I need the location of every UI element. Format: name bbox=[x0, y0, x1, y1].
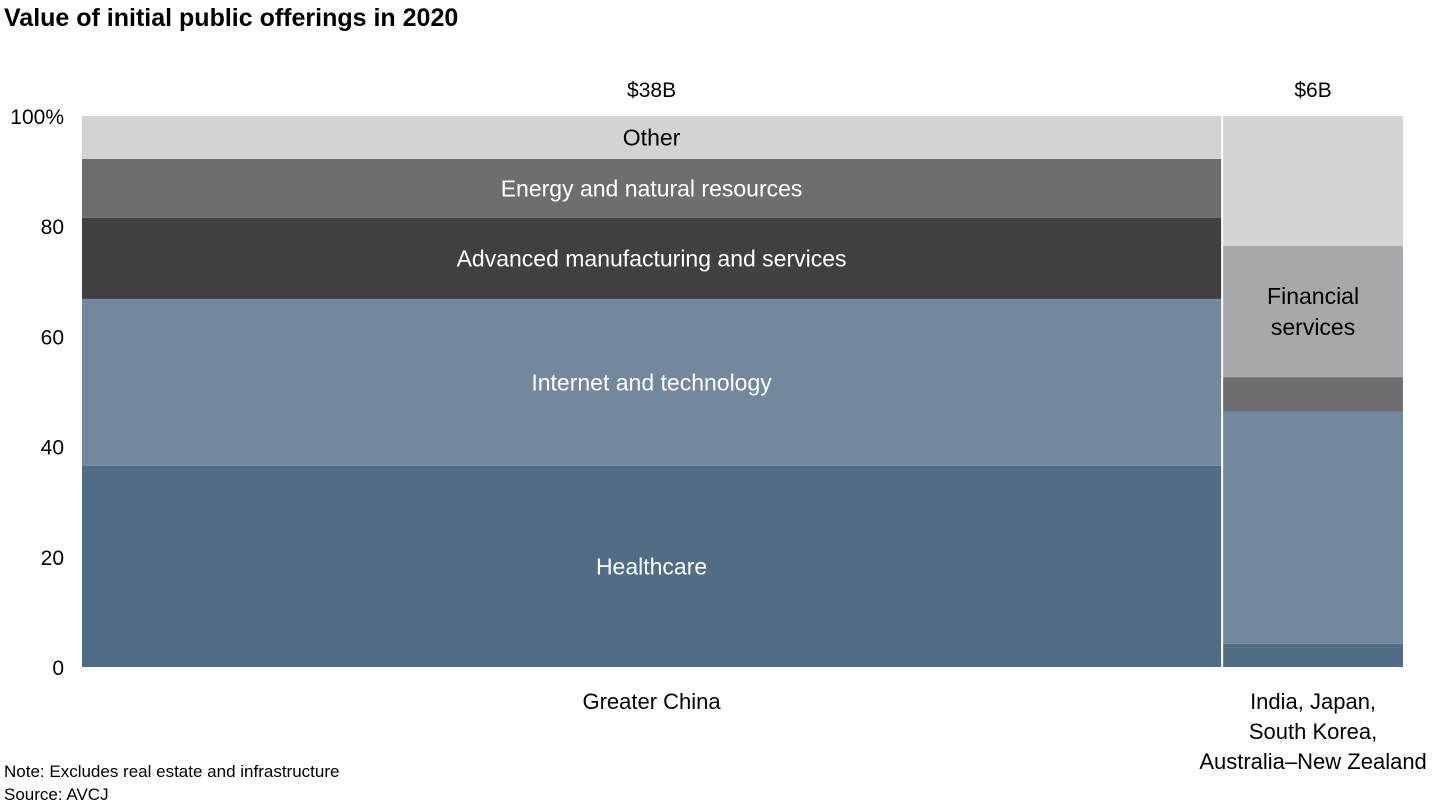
y-tick-label: 40 bbox=[41, 437, 64, 460]
bar-segment-internet-and-technology bbox=[82, 298, 1222, 466]
chart-title: Value of initial public offerings in 202… bbox=[4, 4, 459, 32]
column-category-label: Greater China bbox=[582, 689, 721, 714]
bar-segment-healthcare bbox=[82, 465, 1222, 667]
segment-label: Financial bbox=[1267, 283, 1359, 309]
y-tick-label: 20 bbox=[41, 547, 64, 570]
column-total-label: $6B bbox=[1294, 79, 1331, 102]
column-category-label: India, Japan, bbox=[1250, 689, 1376, 714]
y-tick-label: 0 bbox=[52, 657, 64, 680]
bar-segment-internet-and-technology bbox=[1223, 411, 1403, 644]
segment-label: services bbox=[1271, 314, 1355, 340]
bar-segment-other bbox=[1223, 116, 1403, 247]
bar-segment-other bbox=[82, 116, 1222, 159]
segment-label: Energy and natural resources bbox=[501, 175, 803, 201]
y-tick-label: 80 bbox=[41, 216, 64, 239]
segment-label: Healthcare bbox=[596, 553, 707, 579]
segment-label: Other bbox=[623, 124, 681, 150]
bar-segment-energy-and-natural-resources bbox=[82, 158, 1222, 218]
y-tick-label: 100% bbox=[10, 106, 64, 129]
chart-note: Note: Excludes real estate and infrastru… bbox=[4, 762, 340, 781]
column-category-label: Australia–New Zealand bbox=[1199, 749, 1426, 774]
y-tick-label: 60 bbox=[41, 326, 64, 349]
bar-segment-healthcare bbox=[1223, 643, 1403, 667]
segment-label: Advanced manufacturing and services bbox=[457, 245, 847, 271]
bar-segment-energy-and-natural-resources bbox=[1223, 377, 1403, 412]
column-category-label: South Korea, bbox=[1249, 719, 1377, 744]
segment-label: Internet and technology bbox=[531, 369, 772, 395]
column-total-label: $38B bbox=[627, 79, 676, 102]
bar-segment-financial-services bbox=[1223, 246, 1403, 378]
bar-segment-advanced-manufacturing-and-services bbox=[82, 217, 1222, 299]
chart-source: Source: AVCJ bbox=[4, 785, 109, 804]
